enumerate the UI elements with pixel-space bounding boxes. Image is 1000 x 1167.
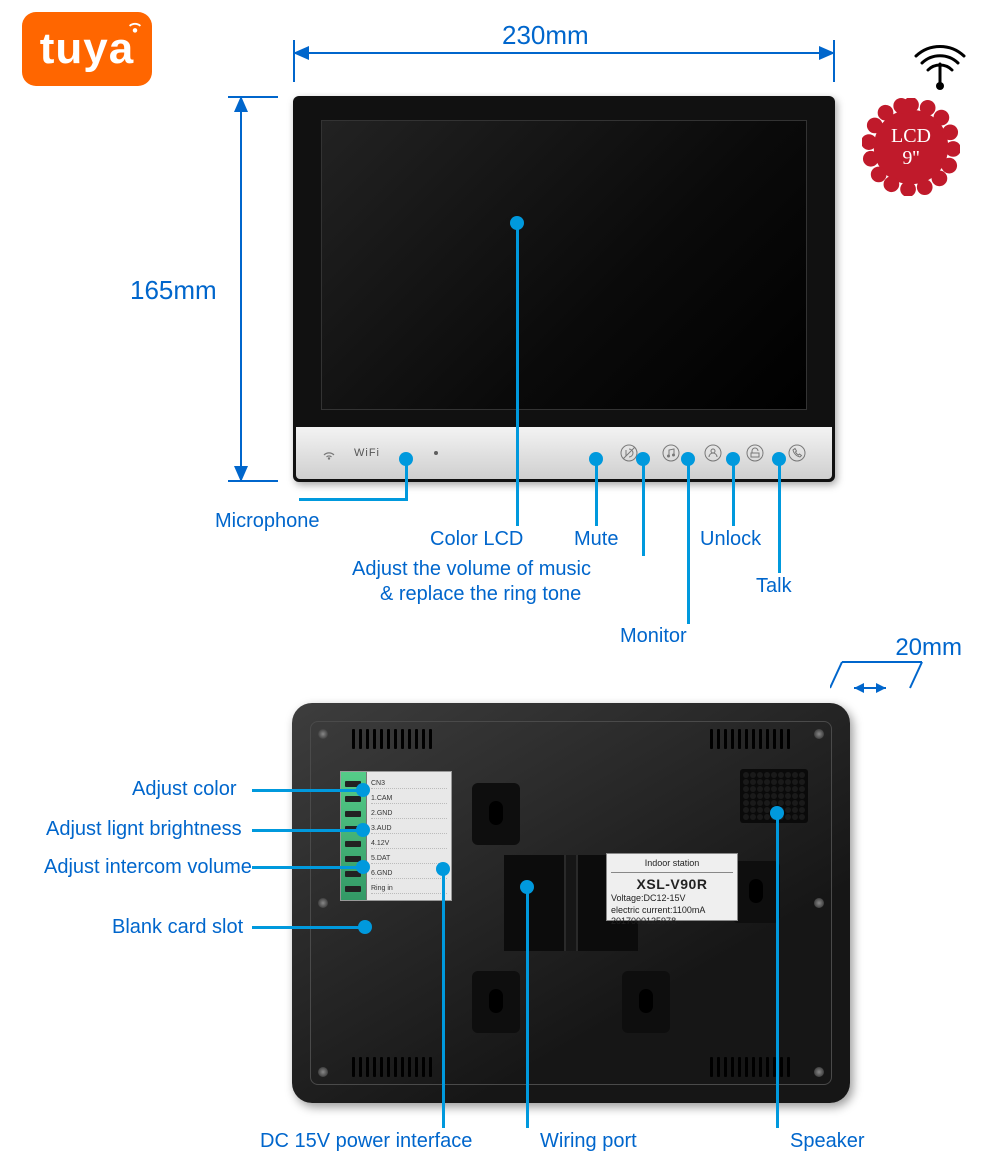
label-adjust-volume: Adjust intercom volume xyxy=(44,856,252,879)
nameplate-model: XSL-V90R xyxy=(611,875,733,893)
nameplate-title: Indoor station xyxy=(611,858,733,873)
arrow-right-icon xyxy=(819,46,835,60)
vent xyxy=(710,729,790,749)
talk-icon[interactable] xyxy=(788,444,806,462)
leader-line xyxy=(252,789,360,792)
vent xyxy=(352,1057,432,1077)
vent xyxy=(352,729,432,749)
dimension-depth-text: 20mm xyxy=(895,634,962,662)
arrow-down-icon xyxy=(234,466,248,482)
label-volume-1: Adjust the volume of music xyxy=(352,558,591,581)
leader-line xyxy=(732,461,735,526)
brand-badge: tuya xyxy=(22,12,152,86)
label-unlock: Unlock xyxy=(700,528,761,551)
nameplate: Indoor station XSL-V90R Voltage:DC12-15V… xyxy=(606,853,738,921)
leader-line xyxy=(516,226,519,526)
leader-line xyxy=(252,866,360,869)
back-device: CN31.CAM2.GND3.AUD4.12V5.DAT6.GNDRing in… xyxy=(292,703,850,1103)
label-blank-card: Blank card slot xyxy=(112,916,243,939)
badge-line2: 9'' xyxy=(902,147,919,169)
arrow-up-icon xyxy=(234,96,248,112)
nameplate-l3: 2017000125978 xyxy=(611,916,733,928)
monitor-icon[interactable] xyxy=(704,444,722,462)
arrow-left-icon xyxy=(293,46,309,60)
label-adjust-color: Adjust color xyxy=(132,778,237,801)
leader-line xyxy=(778,461,781,573)
dimension-height-line xyxy=(240,96,242,482)
label-wiring: Wiring port xyxy=(540,1130,637,1153)
screw xyxy=(814,729,824,739)
leader-line xyxy=(595,461,598,526)
wifi-icon xyxy=(910,44,970,92)
label-mute: Mute xyxy=(574,528,618,551)
wifi-small-icon xyxy=(322,446,336,460)
wifi-label: WiFi xyxy=(354,447,380,459)
mount-hole xyxy=(732,861,780,923)
screw xyxy=(318,898,328,908)
music-icon[interactable] xyxy=(662,444,680,462)
label-color-lcd: Color LCD xyxy=(430,528,523,551)
leader-line xyxy=(252,829,360,832)
dimension-height: 165mm xyxy=(130,275,217,306)
mic-dot-icon xyxy=(432,449,440,457)
mount-hole xyxy=(622,971,670,1033)
label-talk: Talk xyxy=(756,575,792,598)
leader-line xyxy=(299,498,408,501)
leader-line xyxy=(642,461,645,556)
mount-hole xyxy=(472,971,520,1033)
brand-name: tuya xyxy=(40,24,134,74)
front-device: WiFi xyxy=(293,96,835,482)
leader-line xyxy=(526,890,529,1128)
lcd-badge: LCD 9'' xyxy=(862,98,960,196)
label-microphone: Microphone xyxy=(215,510,320,533)
leader-line xyxy=(442,870,445,1128)
dimension-width: 230mm xyxy=(502,20,589,51)
leader-line xyxy=(687,461,690,624)
screw xyxy=(318,1067,328,1077)
front-button-bar: WiFi xyxy=(296,427,832,479)
nameplate-l1: Voltage:DC12-15V xyxy=(611,893,733,905)
nameplate-l2: electric current:1100mA xyxy=(611,905,733,917)
screw xyxy=(814,898,824,908)
screw xyxy=(318,729,328,739)
screw xyxy=(814,1067,824,1077)
mount-hole xyxy=(472,783,520,845)
label-monitor: Monitor xyxy=(620,625,687,648)
unlock-icon[interactable] xyxy=(746,444,764,462)
label-power: DC 15V power interface xyxy=(260,1130,472,1153)
dimension-width-line xyxy=(293,52,835,54)
leader-line xyxy=(776,815,779,1128)
label-adjust-brightness: Adjust lignt brightness xyxy=(46,818,242,841)
leader-line xyxy=(405,461,408,499)
leader-line xyxy=(252,926,362,929)
label-speaker: Speaker xyxy=(790,1130,865,1153)
label-volume-2: & replace the ring tone xyxy=(380,583,581,606)
badge-line1: LCD xyxy=(891,125,931,147)
wifi-mini-icon xyxy=(126,16,144,34)
front-screen xyxy=(321,120,807,410)
